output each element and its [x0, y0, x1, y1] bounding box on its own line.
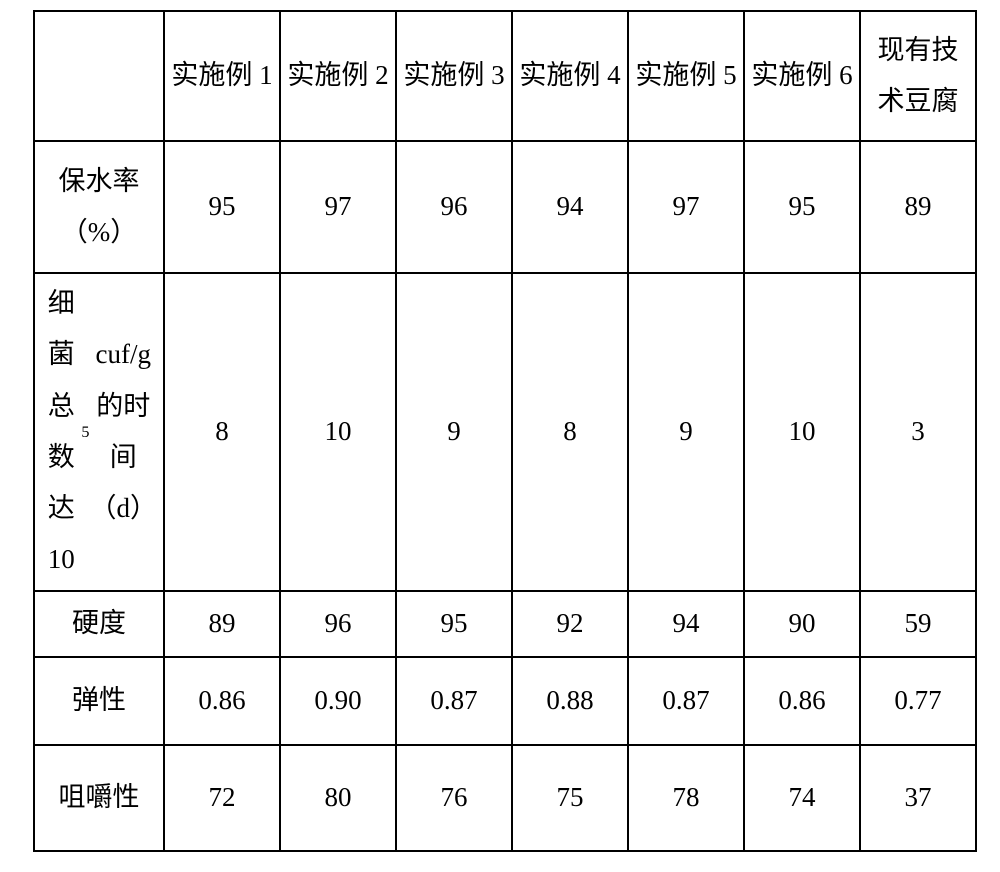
cell-elast-3: 0.87: [396, 657, 512, 745]
row-label-water: 保水率（%）: [34, 141, 164, 273]
row-elasticity: 弹性 0.86 0.90 0.87 0.88 0.87 0.86 0.77: [34, 657, 976, 745]
cell-water-prior: 89: [860, 141, 976, 273]
cell-water-4: 94: [512, 141, 628, 273]
col-header-ex1: 实施例 1: [164, 11, 280, 141]
cell-chew-4: 75: [512, 745, 628, 851]
cell-hard-1: 89: [164, 591, 280, 657]
row-label-chewiness: 咀嚼性: [34, 745, 164, 851]
col-header-ex2: 实施例 2: [280, 11, 396, 141]
cell-chew-5: 78: [628, 745, 744, 851]
row-label-bacteria: 细菌总数达105cuf/g的时间（d）: [34, 273, 164, 591]
cell-chew-1: 72: [164, 745, 280, 851]
cell-water-1: 95: [164, 141, 280, 273]
cell-elast-1: 0.86: [164, 657, 280, 745]
cell-bact-2: 10: [280, 273, 396, 591]
cell-water-3: 96: [396, 141, 512, 273]
cell-water-5: 97: [628, 141, 744, 273]
cell-bact-prior: 3: [860, 273, 976, 591]
col-header-ex5: 实施例 5: [628, 11, 744, 141]
cell-bact-3: 9: [396, 273, 512, 591]
cell-hard-prior: 59: [860, 591, 976, 657]
header-row: 实施例 1 实施例 2 实施例 3 实施例 4 实施例 5 实施例 6 现有技术…: [34, 11, 976, 141]
results-table: 实施例 1 实施例 2 实施例 3 实施例 4 实施例 5 实施例 6 现有技术…: [33, 10, 977, 852]
cell-water-6: 95: [744, 141, 860, 273]
cell-bact-1: 8: [164, 273, 280, 591]
col-header-ex4: 实施例 4: [512, 11, 628, 141]
cell-bact-5: 9: [628, 273, 744, 591]
cell-elast-prior: 0.77: [860, 657, 976, 745]
cell-hard-5: 94: [628, 591, 744, 657]
cell-elast-4: 0.88: [512, 657, 628, 745]
page-root: 实施例 1 实施例 2 实施例 3 实施例 4 实施例 5 实施例 6 现有技术…: [3, 0, 997, 862]
row-hardness: 硬度 89 96 95 92 94 90 59: [34, 591, 976, 657]
col-header-prior: 现有技术豆腐: [860, 11, 976, 141]
cell-chew-prior: 37: [860, 745, 976, 851]
cell-hard-2: 96: [280, 591, 396, 657]
col-header-ex3: 实施例 3: [396, 11, 512, 141]
row-chewiness: 咀嚼性 72 80 76 75 78 74 37: [34, 745, 976, 851]
col-header-ex6: 实施例 6: [744, 11, 860, 141]
cell-chew-3: 76: [396, 745, 512, 851]
cell-hard-4: 92: [512, 591, 628, 657]
cell-elast-5: 0.87: [628, 657, 744, 745]
cell-water-2: 97: [280, 141, 396, 273]
cell-elast-6: 0.86: [744, 657, 860, 745]
cell-hard-3: 95: [396, 591, 512, 657]
row-label-hardness: 硬度: [34, 591, 164, 657]
row-bacteria-time: 细菌总数达105cuf/g的时间（d） 8 10 9 8 9 10 3: [34, 273, 976, 591]
cell-bact-4: 8: [512, 273, 628, 591]
cell-elast-2: 0.90: [280, 657, 396, 745]
header-blank: [34, 11, 164, 141]
row-water-retention: 保水率（%） 95 97 96 94 97 95 89: [34, 141, 976, 273]
cell-bact-6: 10: [744, 273, 860, 591]
cell-hard-6: 90: [744, 591, 860, 657]
row-label-elasticity: 弹性: [34, 657, 164, 745]
cell-chew-2: 80: [280, 745, 396, 851]
cell-chew-6: 74: [744, 745, 860, 851]
